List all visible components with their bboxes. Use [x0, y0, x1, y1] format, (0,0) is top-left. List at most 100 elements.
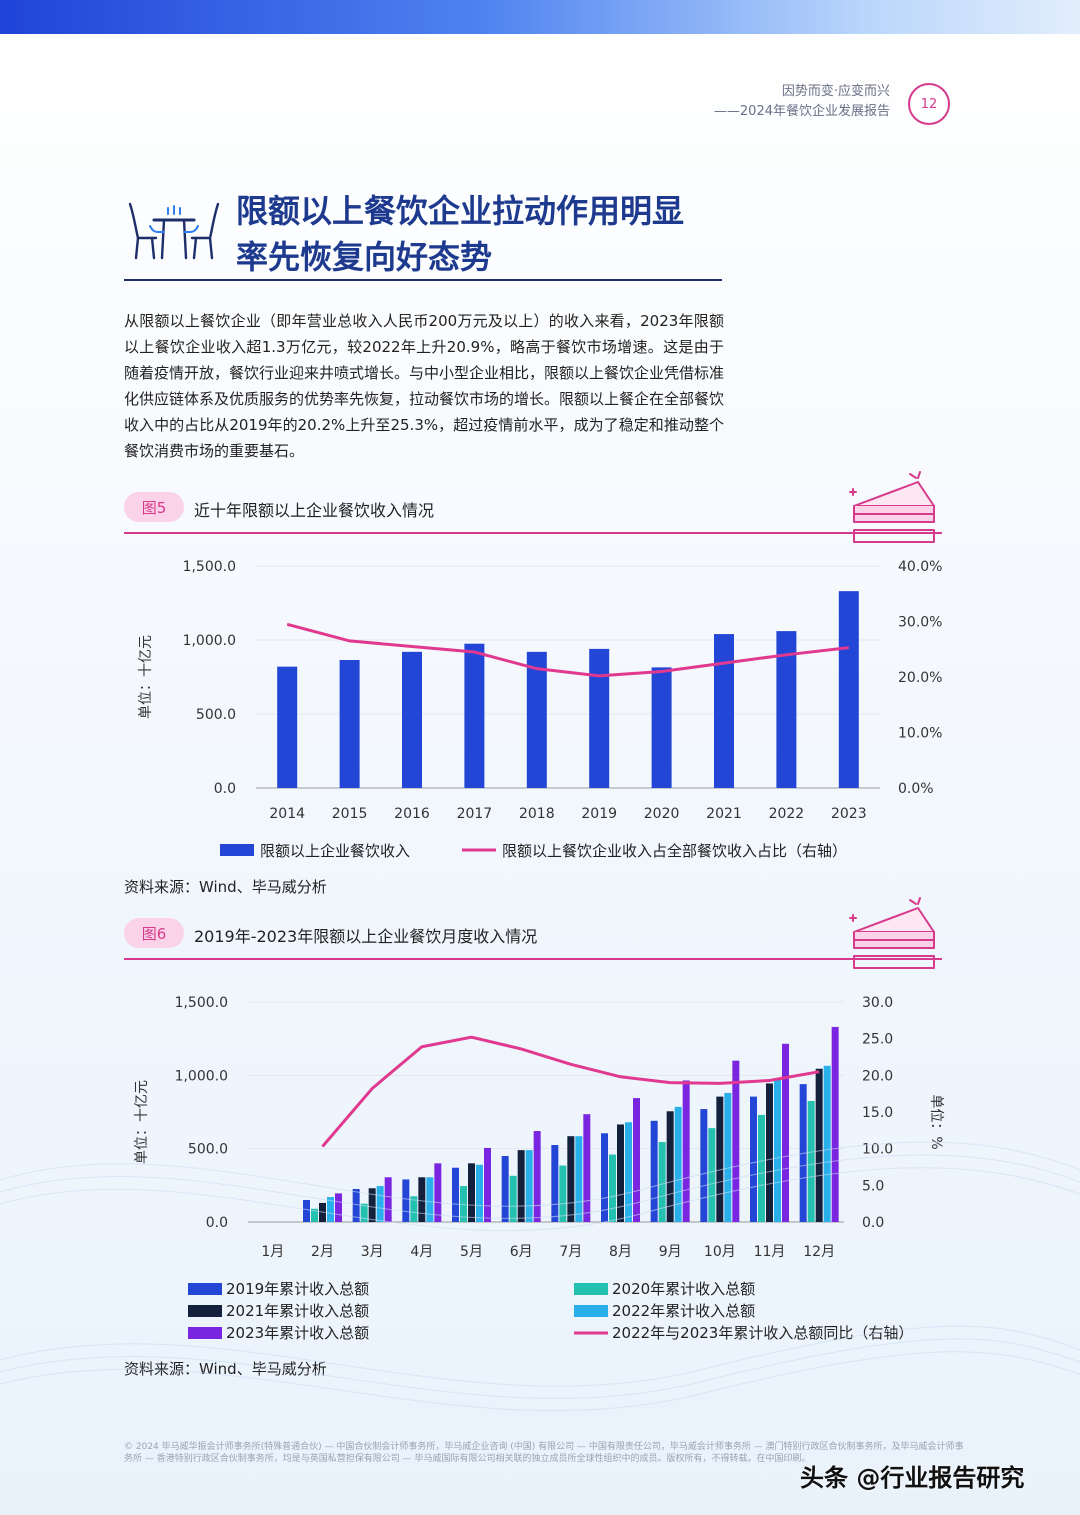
y2-axis-label: 单位：% [928, 1094, 944, 1149]
bar [815, 1068, 823, 1222]
bar [831, 1026, 839, 1222]
y2-tick-label: 30.0% [898, 615, 942, 631]
x-tick-label: 2019 [581, 806, 617, 822]
bar [799, 1084, 807, 1222]
bar [766, 1083, 773, 1222]
bar [575, 1136, 583, 1222]
bar [277, 666, 298, 788]
bar [559, 1165, 567, 1222]
bar [327, 1197, 334, 1222]
y2-tick-label: 20.0 [862, 1068, 893, 1084]
bar [460, 1186, 467, 1222]
bar [714, 634, 734, 788]
y2-tick-label: 25.0 [862, 1032, 893, 1048]
bar [750, 1096, 757, 1222]
y2-tick-label: 15.0 [862, 1105, 893, 1121]
x-tick-label: 1月 [261, 1244, 284, 1260]
cake-slice-icon [849, 471, 935, 543]
bar [525, 1150, 533, 1222]
top-gradient-bar [0, 0, 1080, 34]
bar [533, 1131, 541, 1222]
bar [601, 1133, 608, 1222]
legend-label: 2022年与2023年累计收入总额同比（右轴） [612, 1324, 913, 1342]
bar [517, 1150, 525, 1222]
bar [376, 1186, 384, 1222]
bar [589, 648, 610, 788]
bar [617, 1124, 624, 1222]
bar [303, 1200, 310, 1222]
yoy-line [321, 1035, 820, 1148]
bar [567, 1136, 575, 1222]
bar [319, 1202, 326, 1222]
section-title-line-2: 率先恢复向好态势 [236, 238, 493, 276]
figure5-divider [124, 532, 942, 534]
y2-tick-label: 30.0 [862, 995, 893, 1011]
bar [434, 1163, 442, 1222]
page-number-badge: 12 [908, 83, 950, 125]
bar [651, 667, 672, 788]
report-header: 因势而变·应变而兴 ——2024年餐饮企业发展报告 [714, 82, 890, 122]
y2-tick-label: 0.0% [898, 781, 934, 797]
legend-swatch-bar [188, 1327, 222, 1339]
bar [484, 1147, 491, 1222]
x-tick-label: 3月 [361, 1244, 384, 1260]
figure5-title: 近十年限额以上企业餐饮收入情况 [194, 501, 435, 520]
copyright-notice: © 2024 毕马威华振会计师事务所(特殊普通合伙) — 中国合伙制会计师事务所… [124, 1442, 964, 1464]
bar [464, 643, 485, 788]
bar [658, 1142, 666, 1222]
y-axis-label: 单位：十亿元 [138, 635, 154, 719]
bar [650, 1120, 658, 1222]
body-paragraph: 从限额以上餐饮企业（即年营业总收入人民币200万元及以上）的收入来看，2023年… [124, 312, 725, 460]
bar [526, 651, 547, 788]
bar [708, 1128, 716, 1222]
bar [501, 1156, 509, 1222]
y2-tick-label: 20.0% [898, 670, 942, 686]
y-tick-label: 1,500.0 [183, 559, 236, 575]
bar [452, 1167, 459, 1222]
bar [468, 1163, 475, 1222]
y2-tick-label: 5.0 [862, 1178, 884, 1194]
x-tick-label: 2021 [706, 806, 742, 822]
figure5-source: 资料来源：Wind、毕马威分析 [124, 878, 327, 896]
bar [402, 651, 422, 788]
section-title-line-1: 限额以上餐饮企业拉动作用明显 [236, 192, 685, 230]
bar [551, 1145, 559, 1222]
dining-table-icon [128, 202, 220, 260]
title-divider [124, 279, 722, 281]
x-tick-label: 2018 [519, 806, 555, 822]
bar [339, 659, 360, 788]
legend-swatch-bar [188, 1283, 222, 1295]
bar [774, 1079, 781, 1222]
y2-tick-label: 10.0 [862, 1142, 893, 1158]
bar [682, 1080, 690, 1222]
legend-label: 2020年累计收入总额 [612, 1280, 755, 1298]
bar [360, 1203, 368, 1222]
x-tick-label: 8月 [609, 1244, 632, 1260]
bar [823, 1065, 831, 1222]
x-tick-label: 2014 [269, 806, 305, 822]
figure6-chart: 0.0 500.0 1,000.0 1,500.0 0.0 5.0 10.0 15.0 20.0… [134, 995, 944, 1342]
x-tick-label: 4月 [410, 1244, 433, 1260]
bar [716, 1096, 724, 1222]
bar [758, 1114, 765, 1222]
bar [426, 1177, 434, 1222]
y2-tick-label: 40.0% [898, 559, 942, 575]
cake-slice-icon [849, 897, 935, 969]
bar [609, 1154, 616, 1222]
legend-label: 2021年累计收入总额 [226, 1302, 369, 1320]
bar [410, 1196, 418, 1222]
y-tick-label: 500.0 [188, 1142, 228, 1158]
legend-label: 限额以上餐饮企业收入占全部餐饮收入占比（右轴） [502, 842, 847, 860]
figure5-badge: 图5 [124, 492, 184, 522]
x-tick-label: 11月 [754, 1244, 786, 1260]
bar [509, 1175, 517, 1222]
bar [807, 1101, 815, 1222]
x-tick-label: 2015 [332, 806, 368, 822]
y-tick-label: 1,500.0 [175, 995, 228, 1011]
bar [335, 1193, 342, 1222]
y-tick-label: 0.0 [214, 781, 236, 797]
legend-swatch-bar [574, 1283, 608, 1295]
figure6-source: 资料来源：Wind、毕马威分析 [124, 1360, 327, 1378]
bar [368, 1188, 376, 1222]
bar [838, 591, 859, 788]
